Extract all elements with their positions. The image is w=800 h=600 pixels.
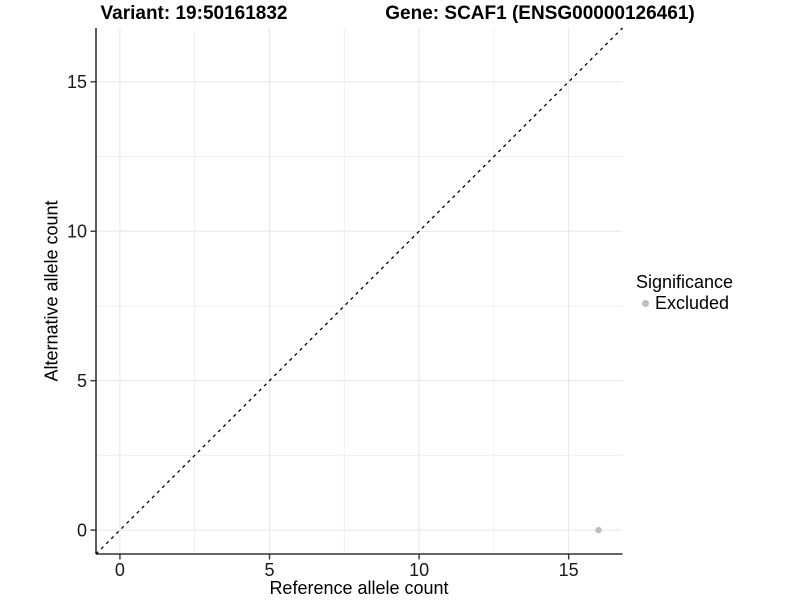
x-tick-label: 10 [409, 560, 429, 580]
x-tick-label: 0 [115, 560, 125, 580]
x-tick-label: 5 [264, 560, 274, 580]
variant-title: Variant: 19:50161832 [100, 3, 288, 24]
data-point [595, 526, 602, 534]
x-tick-label: 15 [559, 560, 579, 580]
x-axis-title: Reference allele count [269, 578, 449, 598]
y-axis-title: Alternative allele count [41, 200, 62, 382]
excluded-point-icon [642, 300, 649, 307]
identity-dashed-line [95, 27, 623, 555]
legend-item-excluded: Excluded [636, 294, 733, 313]
y-tick-label: 10 [67, 222, 87, 242]
legend: Significance Excluded [636, 272, 733, 313]
legend-item-label: Excluded [655, 293, 730, 313]
gene-title: Gene: SCAF1 (ENSG00000126461) [385, 3, 695, 24]
y-tick-label: 0 [77, 520, 87, 540]
y-tick-label: 15 [67, 72, 87, 92]
legend-title: Significance [636, 272, 734, 292]
y-tick-label: 5 [77, 371, 87, 391]
